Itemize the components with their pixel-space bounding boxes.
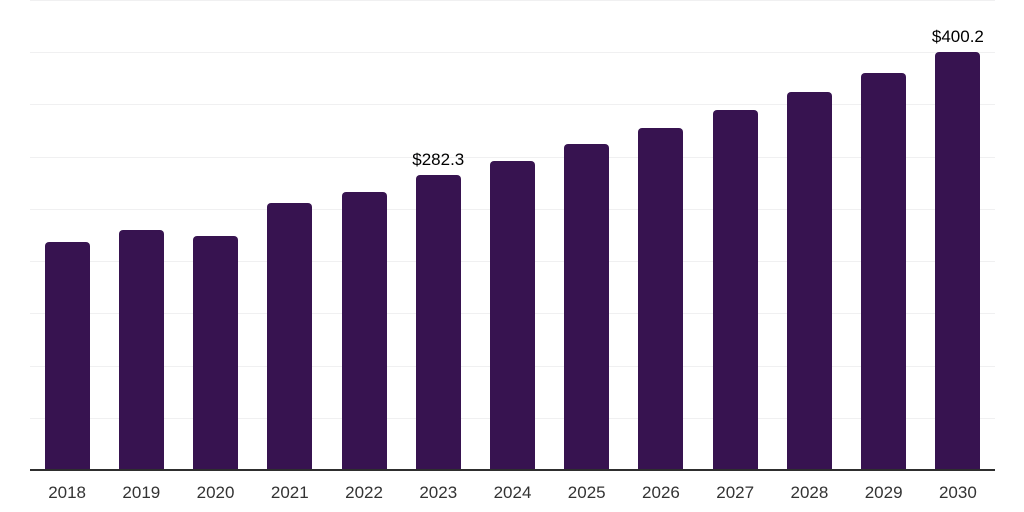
bar-2029 (861, 72, 907, 470)
x-tick-label-2024: 2024 (493, 483, 532, 502)
bar-2023 (415, 175, 461, 470)
x-tick-label-2027: 2027 (716, 483, 755, 502)
data-label-2023: $282.3 (412, 150, 465, 170)
x-tick-label-2022: 2022 (345, 483, 383, 502)
gridline (30, 0, 995, 1)
x-tick-label-2021: 2021 (270, 483, 309, 502)
data-label-2030: $400.2 (931, 27, 984, 46)
x-tick-label-2019: 2019 (122, 483, 161, 502)
bar-2021 (267, 203, 313, 470)
bar-2022 (341, 191, 387, 470)
bar-2025 (564, 144, 610, 470)
bar-2018 (44, 241, 90, 470)
bar-2028 (786, 91, 832, 470)
bar-2024 (490, 161, 535, 470)
x-tick-label-2029: 2029 (864, 483, 903, 502)
bar-2020 (193, 236, 239, 470)
bar-2030 (935, 52, 981, 470)
x-tick-label-2018: 2018 (48, 483, 87, 502)
x-tick-label-2026: 2026 (642, 483, 680, 502)
x-tick-label-2030: 2030 (938, 483, 977, 502)
x-tick-label-2023: 2023 (419, 483, 458, 502)
x-tick-label-2025: 2025 (567, 483, 606, 502)
gridline (30, 156, 995, 158)
x-axis-line (30, 469, 995, 471)
gridline (30, 104, 995, 106)
gridline (30, 52, 995, 54)
bar-2027 (712, 109, 758, 470)
x-tick-label-2028: 2028 (790, 483, 829, 502)
bar-2026 (638, 128, 684, 470)
bar-2019 (118, 229, 164, 470)
x-tick-label-2020: 2020 (196, 483, 235, 502)
